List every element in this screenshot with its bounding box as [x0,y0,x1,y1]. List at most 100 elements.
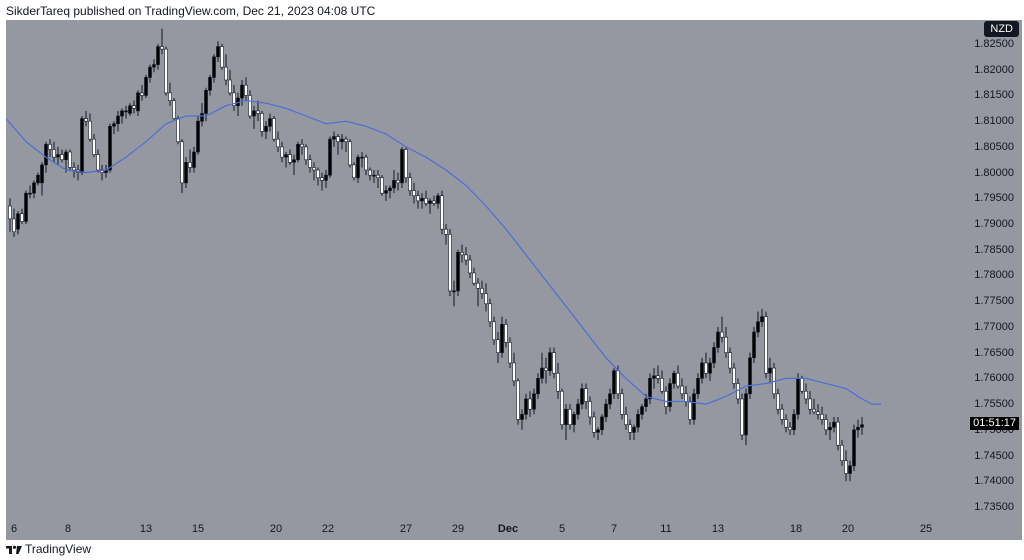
candle-down [96,149,100,173]
candle-down [312,162,316,181]
currency-badge[interactable]: NZD [984,21,1019,37]
candle-down [628,419,632,441]
time-label: 20 [841,523,855,535]
candle-up [536,373,540,399]
candle-up [540,352,544,384]
candle-down [468,254,472,279]
candle-up [524,393,528,420]
candle-up [852,424,856,471]
candle-up [708,357,712,381]
candle-down [380,175,384,196]
candle-up [56,146,60,165]
candle-down [168,82,172,106]
candle-down [780,404,784,425]
candle-down [488,298,492,327]
candle-down [396,172,400,191]
candle-up [120,108,124,124]
candle-down [688,396,692,425]
candle-down [176,116,180,145]
candle-up [156,44,160,70]
price-label: 1.82500 [974,38,1014,50]
candle-up [292,154,296,176]
candle-up [216,41,220,63]
candle-down [440,190,444,235]
candle-down [764,311,768,379]
candle-up [632,424,636,441]
candle-up [548,347,552,376]
candle-down [92,134,96,158]
price-label: 1.76500 [974,346,1014,359]
candle-up [500,316,504,358]
candle-up [564,404,568,441]
candle-down [404,146,408,183]
candle-up [328,136,332,178]
candle-up [392,170,396,194]
candle-up [124,105,128,119]
candle-down [704,352,708,379]
candle-down [132,100,136,114]
candle-up [796,373,800,420]
candle-down [840,440,844,466]
candle-down [140,85,144,101]
time-axis[interactable]: 6 8 13 15 20 22 27 29 Dec 5 7 11 13 18 20 25 [6,520,1022,540]
candle-up [212,54,216,83]
candle-down [232,85,236,111]
candle-up [192,146,196,173]
time-label: 13 [711,523,725,535]
candle-down [592,411,596,438]
candle-down [804,383,808,405]
candle-up [200,103,204,127]
candle-down [408,172,412,196]
candle-up [456,249,460,297]
candle-down [84,110,88,127]
candle-down [788,422,792,435]
candle-down [20,208,24,225]
price-label: 1.78000 [974,269,1014,282]
candle-up [760,308,764,327]
candle-down [164,46,168,96]
candle-up [32,180,36,199]
candle-down [492,316,496,345]
chart-frame: NZD 1.82500 1.82000 1.81500 1.81000 1.80500 1… [6,20,1022,540]
candle-up [116,110,120,132]
candle-up [700,357,704,384]
candle-up [860,416,864,435]
candle-down [484,283,488,312]
candle-down [776,388,780,415]
candle-down [664,386,668,415]
price-label: 1.73500 [974,500,1014,513]
candle-down [568,404,572,430]
candle-down [244,77,248,101]
candle-up [532,388,536,415]
price-axis[interactable]: NZD 1.82500 1.82000 1.81500 1.81000 1.80500 1… [962,20,1022,540]
moving-average-line [6,99,881,405]
candle-down [544,357,548,384]
candle-down [784,414,788,433]
candle-up [436,193,440,209]
candle-up [340,134,344,150]
candle-down [88,113,92,142]
candle-up [848,460,852,482]
candle-up [112,121,116,135]
candle-up [264,121,268,140]
time-label: 8 [64,523,72,535]
time-label: 11 [660,523,672,535]
candlestick-chart[interactable] [6,20,962,520]
candle-down [180,139,184,194]
candle-down [376,170,380,189]
candle-down [248,90,252,119]
candle-down [480,280,484,299]
candle-down [100,164,104,181]
candle-up [580,383,584,410]
price-label: 1.77000 [974,320,1014,333]
candle-up [148,64,152,83]
candle-up [692,388,696,425]
time-label: 27 [399,523,413,535]
candle-down [504,319,508,348]
candle-down [288,149,292,165]
candle-down [656,365,660,384]
candle-up [360,152,364,168]
time-label: 25 [919,523,933,535]
candle-down [72,162,76,178]
candle-down [348,139,352,168]
